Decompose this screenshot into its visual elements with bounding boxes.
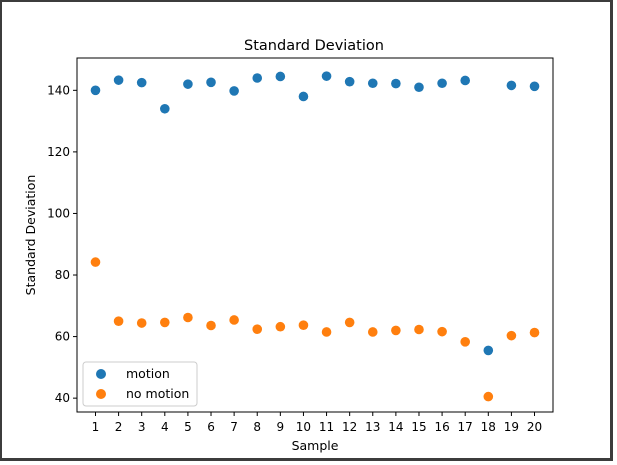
- point-motion: [344, 76, 355, 87]
- x-tick-label: 5: [184, 420, 192, 434]
- point-motion: [229, 86, 239, 96]
- point-no-motion: [90, 257, 101, 267]
- x-tick-label: 8: [253, 420, 261, 434]
- point-no-motion: [160, 317, 170, 328]
- legend: motion no motion: [82, 361, 198, 407]
- y-tick-label: 120: [47, 145, 70, 159]
- point-motion: [136, 77, 147, 88]
- x-tick-label: 16: [434, 420, 449, 434]
- point-no-motion: [298, 320, 309, 330]
- point-motion: [252, 73, 263, 83]
- point-no-motion: [529, 327, 540, 338]
- point-no-motion: [252, 324, 263, 334]
- point-motion: [483, 345, 494, 356]
- legend-label-no-motion: no motion: [126, 386, 189, 401]
- x-tick-label: 19: [504, 420, 519, 434]
- x-tick-label: 6: [207, 420, 215, 434]
- x-tick-label: 15: [411, 420, 426, 434]
- legend-marker-motion: [96, 369, 106, 379]
- point-no-motion: [136, 318, 147, 328]
- point-motion: [113, 75, 124, 85]
- x-axis-label: Sample: [292, 438, 339, 453]
- point-motion: [506, 80, 517, 91]
- point-no-motion: [321, 327, 332, 337]
- point-motion: [275, 71, 286, 82]
- point-motion: [367, 78, 378, 89]
- x-tick-label: 1: [92, 420, 100, 434]
- point-no-motion: [391, 325, 401, 336]
- x-tick-label: 3: [138, 420, 146, 434]
- point-motion: [391, 78, 401, 89]
- point-no-motion: [460, 337, 470, 347]
- point-no-motion: [275, 321, 286, 332]
- point-motion: [90, 85, 101, 96]
- x-tick-label: 14: [388, 420, 403, 434]
- y-axis-label: Standard Deviation: [23, 175, 38, 296]
- data-points: [90, 71, 540, 402]
- point-motion: [414, 82, 424, 93]
- x-tick-label: 17: [458, 420, 473, 434]
- x-tick-label: 12: [342, 420, 357, 434]
- x-tick-label: 20: [527, 420, 542, 434]
- y-tick-label: 140: [47, 83, 70, 97]
- x-tick-label: 4: [161, 420, 169, 434]
- x-tick-label: 2: [115, 420, 123, 434]
- point-no-motion: [344, 317, 355, 328]
- legend-label-motion: motion: [126, 366, 170, 381]
- x-tick-label: 10: [296, 420, 311, 434]
- plot-area: [76, 57, 554, 413]
- point-motion: [183, 79, 193, 89]
- point-no-motion: [113, 316, 124, 326]
- x-tick-label: 13: [365, 420, 380, 434]
- x-tick-label: 18: [481, 420, 496, 434]
- legend-box: [82, 361, 198, 407]
- y-tick-label: 40: [55, 391, 70, 405]
- point-motion: [321, 71, 332, 81]
- y-tick-label: 80: [55, 268, 70, 282]
- point-no-motion: [506, 330, 517, 341]
- chart-title: Standard Deviation: [244, 38, 384, 54]
- point-no-motion: [414, 324, 424, 335]
- x-axis-ticks: 1 2 3 4 5 6 7 8 9 10 11 12 13 14 15 16 17 18 19 20: [92, 412, 542, 434]
- point-no-motion: [437, 326, 447, 337]
- point-motion: [460, 75, 470, 86]
- point-motion: [206, 77, 216, 88]
- x-tick-label: 9: [277, 420, 285, 434]
- x-tick-label: 7: [230, 420, 238, 434]
- y-axis-ticks: 40 60 80 100 120 140: [47, 83, 77, 405]
- point-no-motion: [367, 327, 378, 337]
- x-tick-label: 11: [319, 420, 334, 434]
- point-motion: [437, 78, 447, 89]
- point-motion: [298, 91, 309, 102]
- point-no-motion: [483, 391, 494, 402]
- point-motion: [529, 81, 540, 92]
- point-no-motion: [183, 312, 193, 323]
- point-no-motion: [229, 315, 239, 325]
- point-motion: [160, 103, 170, 114]
- y-tick-label: 60: [55, 330, 70, 344]
- point-no-motion: [206, 320, 216, 331]
- y-tick-label: 100: [47, 206, 70, 220]
- legend-marker-no-motion: [96, 389, 106, 399]
